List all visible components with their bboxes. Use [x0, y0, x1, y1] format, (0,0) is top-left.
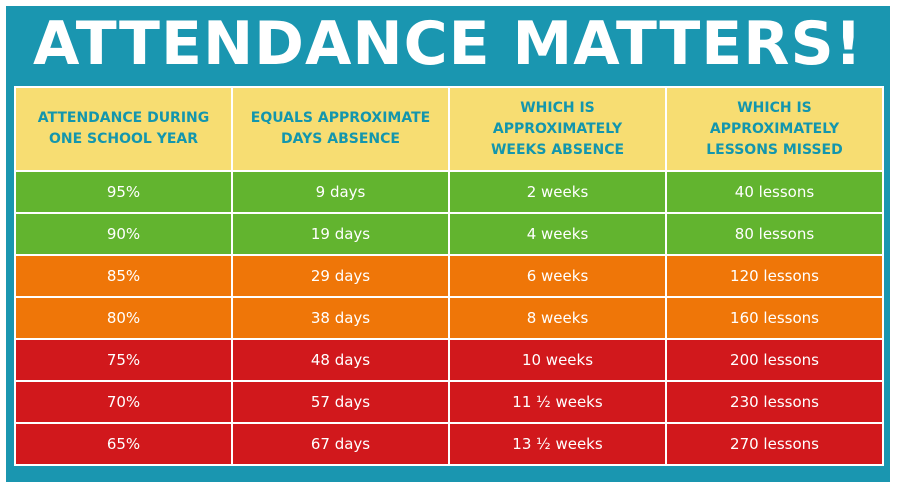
weeks-cell: 6 weeks — [448, 254, 667, 298]
header-line: ONE SCHOOL YEAR — [48, 131, 199, 147]
header-days-absence: EQUALS APPROXIMATE DAYS ABSENCE — [231, 86, 450, 172]
days-cell: 67 days — [231, 422, 450, 466]
header-row: ATTENDANCE DURING ONE SCHOOL YEAR EQUALS… — [14, 86, 884, 172]
weeks-cell: 13 ½ weeks — [448, 422, 667, 466]
header-line: DAYS ABSENCE — [281, 131, 400, 147]
header-line: EQUALS APPROXIMATE — [250, 110, 431, 126]
header-attendance: ATTENDANCE DURING ONE SCHOOL YEAR — [14, 86, 233, 172]
attendance-cell: 85% — [14, 254, 233, 298]
attendance-poster: ATTENDANCE MATTERS! ATTENDANCE DURING ON… — [6, 6, 890, 482]
header-line: LESSONS MISSED — [706, 141, 843, 158]
table-row: 85% 29 days 6 weeks 120 lessons — [14, 254, 884, 298]
table-row: 65% 67 days 13 ½ weeks 270 lessons — [14, 422, 884, 466]
attendance-table: ATTENDANCE DURING ONE SCHOOL YEAR EQUALS… — [14, 86, 884, 466]
header-line: WHICH IS — [520, 99, 595, 116]
weeks-cell: 8 weeks — [448, 296, 667, 340]
weeks-cell: 4 weeks — [448, 212, 667, 256]
table-row: 80% 38 days 8 weeks 160 lessons — [14, 296, 884, 340]
days-cell: 19 days — [231, 212, 450, 256]
lessons-cell: 40 lessons — [665, 170, 884, 214]
days-cell: 29 days — [231, 254, 450, 298]
header-lessons-missed: WHICH IS APPROXIMATELY LESSONS MISSED — [665, 86, 884, 172]
poster-title: ATTENDANCE MATTERS! — [32, 9, 864, 79]
days-cell: 48 days — [231, 338, 450, 382]
header-line: APPROXIMATELY — [492, 120, 623, 137]
attendance-cell: 90% — [14, 212, 233, 256]
table-row: 95% 9 days 2 weeks 40 lessons — [14, 170, 884, 214]
attendance-cell: 95% — [14, 170, 233, 214]
attendance-cell: 65% — [14, 422, 233, 466]
attendance-cell: 75% — [14, 338, 233, 382]
lessons-cell: 80 lessons — [665, 212, 884, 256]
table-row: 75% 48 days 10 weeks 200 lessons — [14, 338, 884, 382]
weeks-cell: 10 weeks — [448, 338, 667, 382]
lessons-cell: 270 lessons — [665, 422, 884, 466]
header-line: WHICH IS — [737, 99, 812, 116]
attendance-cell: 80% — [14, 296, 233, 340]
table-row: 70% 57 days 11 ½ weeks 230 lessons — [14, 380, 884, 424]
days-cell: 38 days — [231, 296, 450, 340]
table-row: 90% 19 days 4 weeks 80 lessons — [14, 212, 884, 256]
header-weeks-absence: WHICH IS APPROXIMATELY WEEKS ABSENCE — [448, 86, 667, 172]
lessons-cell: 160 lessons — [665, 296, 884, 340]
lessons-cell: 120 lessons — [665, 254, 884, 298]
header-line: APPROXIMATELY — [709, 120, 840, 137]
weeks-cell: 2 weeks — [448, 170, 667, 214]
days-cell: 57 days — [231, 380, 450, 424]
header-line: WEEKS ABSENCE — [490, 141, 625, 158]
header-line: ATTENDANCE DURING — [37, 110, 210, 126]
lessons-cell: 200 lessons — [665, 338, 884, 382]
attendance-cell: 70% — [14, 380, 233, 424]
weeks-cell: 11 ½ weeks — [448, 380, 667, 424]
days-cell: 9 days — [231, 170, 450, 214]
lessons-cell: 230 lessons — [665, 380, 884, 424]
